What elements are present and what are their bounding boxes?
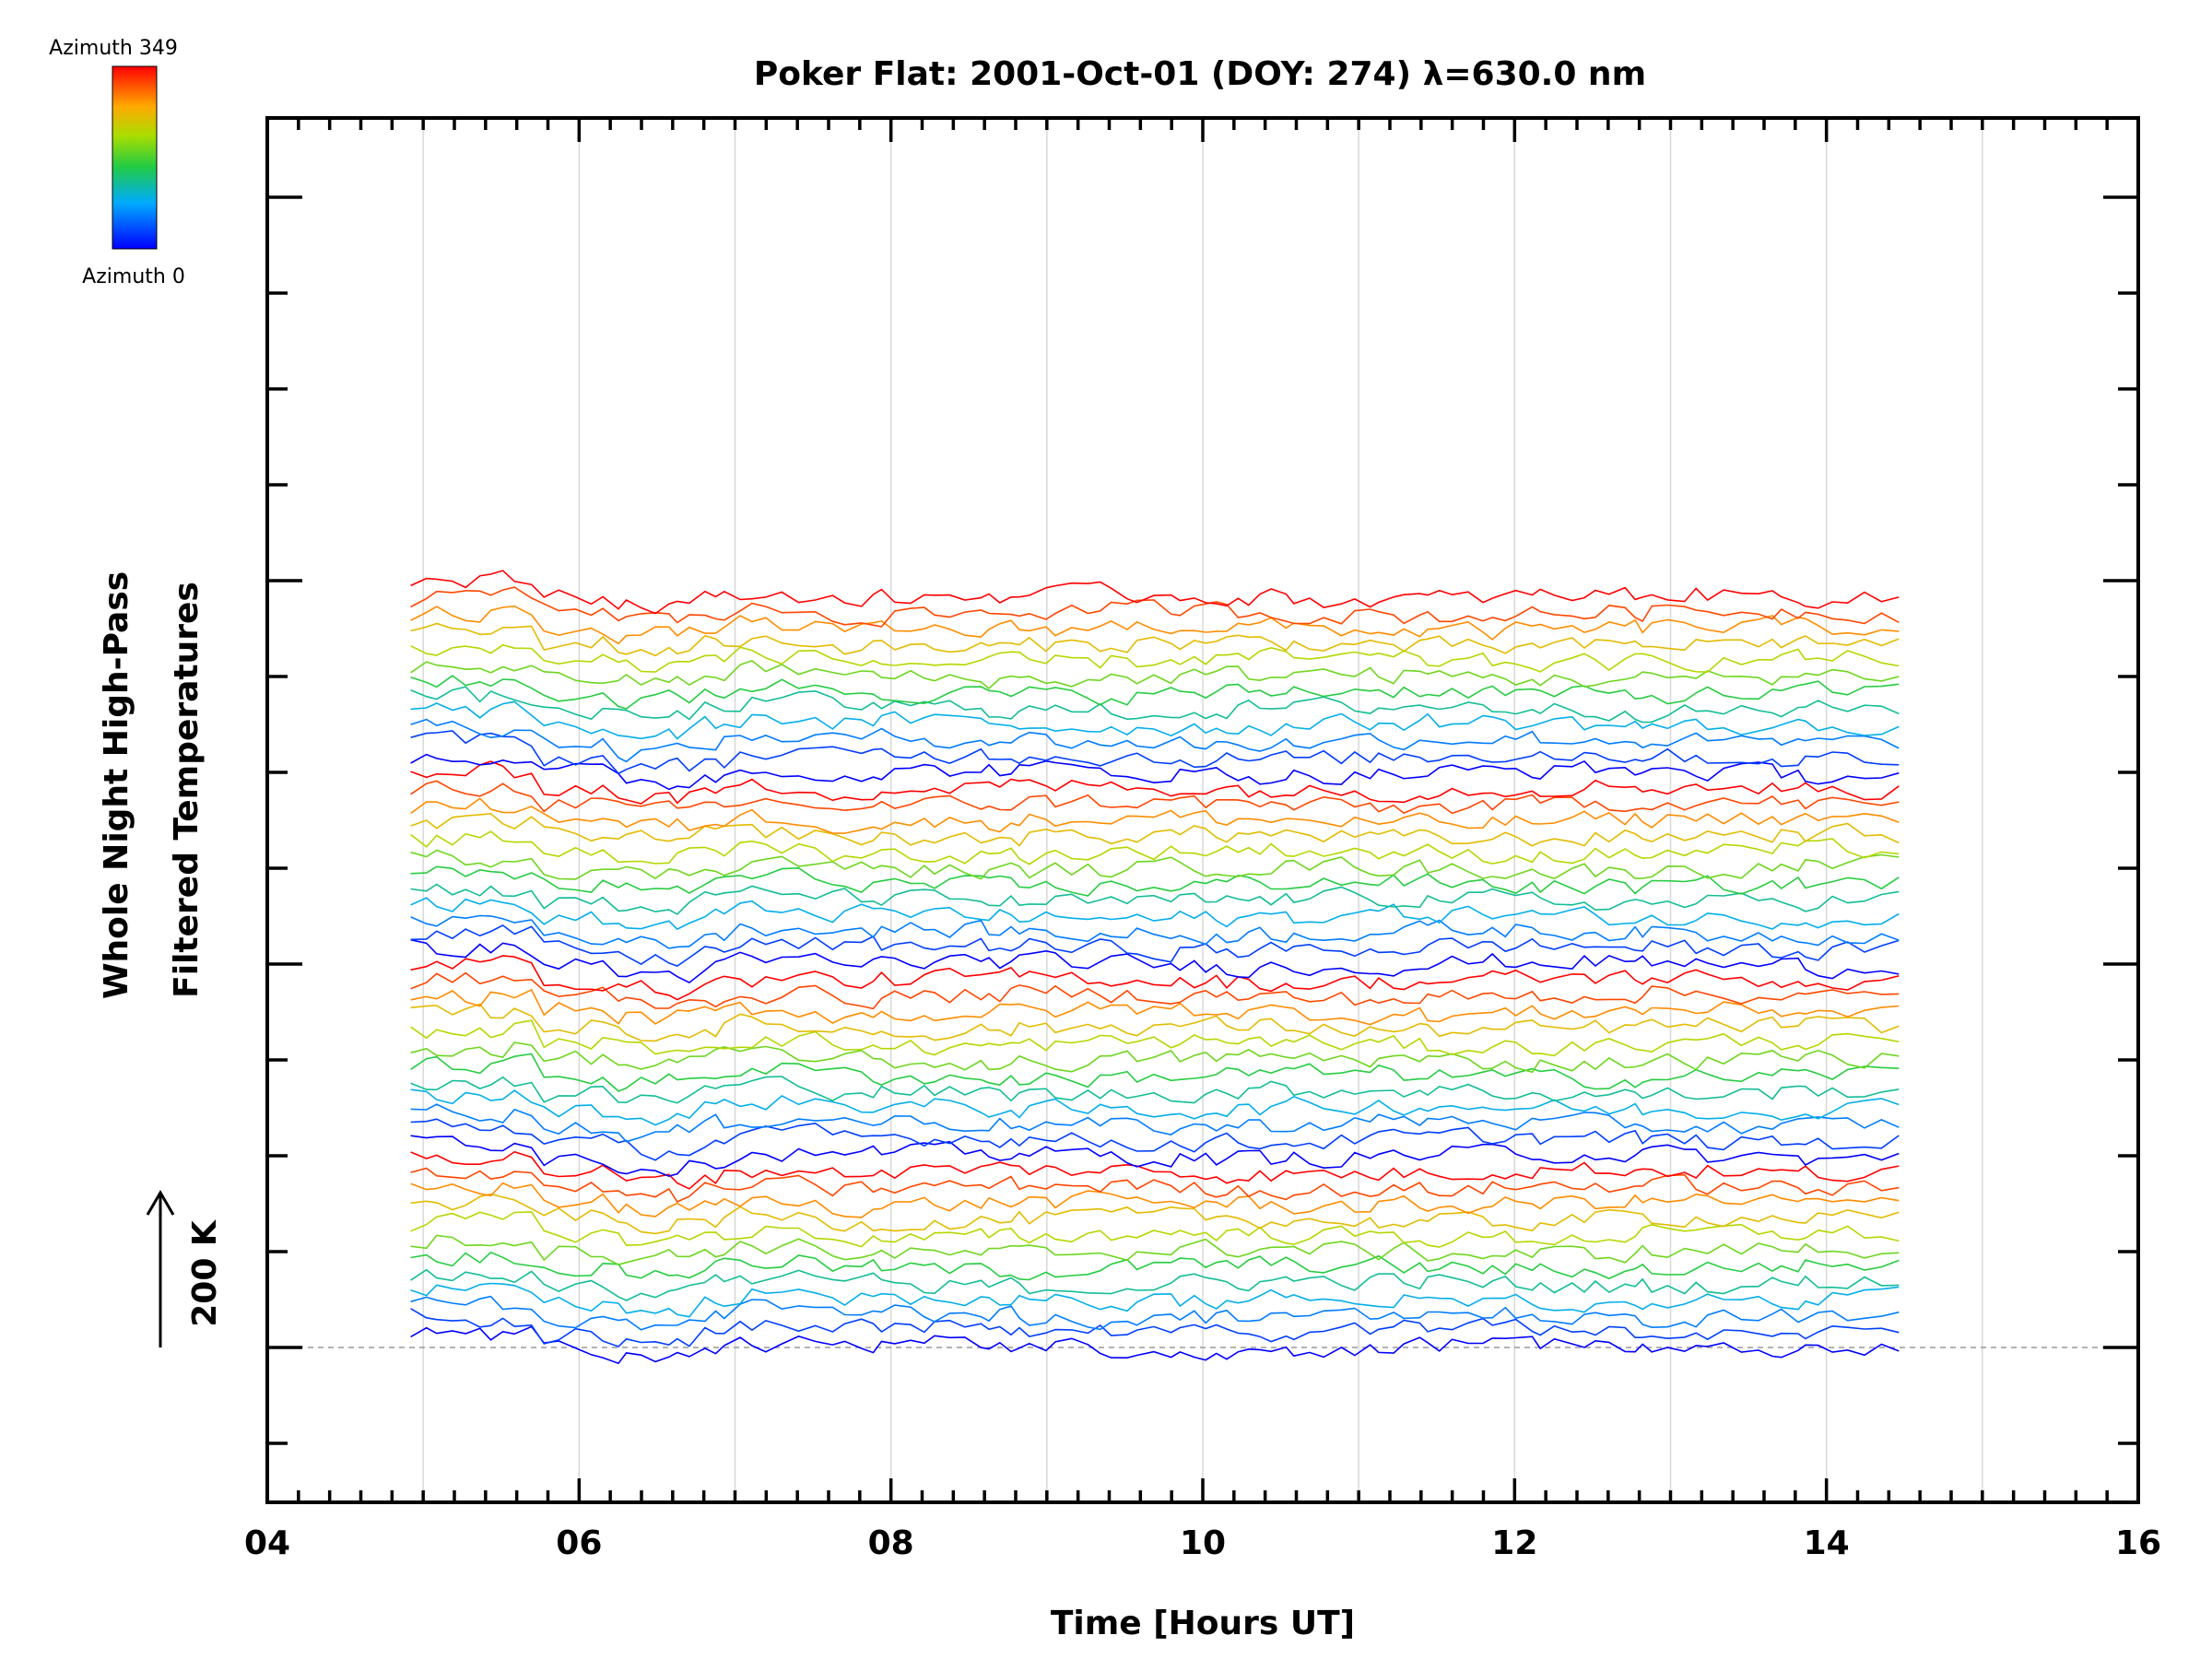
series-line bbox=[410, 1135, 1900, 1178]
x-tick-label: 10 bbox=[1180, 1524, 1226, 1562]
series-line bbox=[410, 1076, 1900, 1104]
series-line bbox=[410, 1308, 1900, 1347]
series-line bbox=[410, 605, 1900, 645]
x-tick-label: 04 bbox=[244, 1524, 290, 1562]
series-line bbox=[410, 830, 1900, 865]
series-line bbox=[410, 1053, 1900, 1092]
series-line bbox=[410, 675, 1900, 710]
series-line bbox=[410, 660, 1900, 690]
series-line bbox=[410, 1268, 1900, 1301]
series-line bbox=[410, 897, 1900, 931]
series-line bbox=[410, 1150, 1900, 1190]
colorbar-top-label: Azimuth 349 bbox=[49, 37, 178, 60]
x-tick-label: 08 bbox=[868, 1524, 914, 1562]
series-line bbox=[410, 938, 1900, 984]
series-line bbox=[410, 1325, 1900, 1365]
series-line bbox=[410, 1211, 1900, 1248]
scale-indicator: 200 K bbox=[146, 1190, 224, 1347]
series-line bbox=[410, 797, 1900, 834]
series-line bbox=[410, 1182, 1900, 1218]
series-line bbox=[410, 849, 1900, 880]
series-line bbox=[410, 1019, 1900, 1057]
axis-ticks bbox=[265, 118, 2140, 1502]
chart-title: Poker Flat: 2001-Oct-01 (DOY: 274) λ=630… bbox=[754, 55, 1646, 93]
series-traces bbox=[410, 570, 1900, 1365]
series-line bbox=[410, 718, 1900, 763]
series-line bbox=[410, 780, 1900, 815]
x-tick-label: 14 bbox=[1804, 1524, 1850, 1562]
colorbar-bottom-label: Azimuth 0 bbox=[82, 265, 185, 288]
series-line bbox=[410, 1088, 1900, 1126]
series-line bbox=[410, 1003, 1900, 1042]
series-line bbox=[410, 1103, 1900, 1143]
series-line bbox=[410, 1282, 1900, 1318]
series-line bbox=[410, 622, 1900, 657]
series-line bbox=[410, 1118, 1900, 1161]
series-line bbox=[410, 1251, 1900, 1281]
series-line bbox=[410, 1167, 1900, 1204]
y-axis-label-line1: Whole Night High-Pass bbox=[98, 571, 135, 999]
series-line bbox=[410, 686, 1900, 724]
colorbar-gradient bbox=[112, 65, 158, 250]
series-line bbox=[410, 753, 1900, 791]
series-line bbox=[410, 1234, 1900, 1265]
series-line bbox=[410, 988, 1900, 1026]
colorbar: Azimuth 349 Azimuth 0 bbox=[49, 37, 185, 288]
grid-lines bbox=[422, 118, 1983, 1502]
series-line bbox=[410, 1041, 1900, 1074]
series-line bbox=[410, 730, 1900, 775]
x-tick-label: 16 bbox=[2115, 1524, 2161, 1562]
series-line bbox=[410, 1295, 1900, 1331]
x-axis-label: Time [Hours UT] bbox=[1051, 1605, 1355, 1642]
series-line bbox=[410, 643, 1900, 673]
series-line bbox=[410, 760, 1900, 805]
x-tick-labels: 04 06 08 10 12 14 16 bbox=[244, 1524, 2161, 1562]
series-line bbox=[410, 865, 1900, 897]
series-line bbox=[410, 924, 1900, 967]
series-line bbox=[410, 883, 1900, 915]
y-axis-label-line2: Filtered Temperatures bbox=[168, 582, 206, 998]
series-line bbox=[410, 971, 1900, 1010]
scale-arrow-head bbox=[146, 1190, 175, 1216]
series-line bbox=[410, 700, 1900, 740]
scale-label: 200 K bbox=[186, 1219, 224, 1327]
series-line bbox=[410, 1193, 1900, 1235]
series-line bbox=[410, 570, 1900, 615]
series-line bbox=[410, 586, 1900, 628]
series-line bbox=[410, 812, 1900, 847]
series-line bbox=[410, 955, 1900, 1001]
x-tick-label: 12 bbox=[1491, 1524, 1537, 1562]
series-line bbox=[410, 914, 1900, 949]
x-tick-label: 06 bbox=[556, 1524, 602, 1562]
